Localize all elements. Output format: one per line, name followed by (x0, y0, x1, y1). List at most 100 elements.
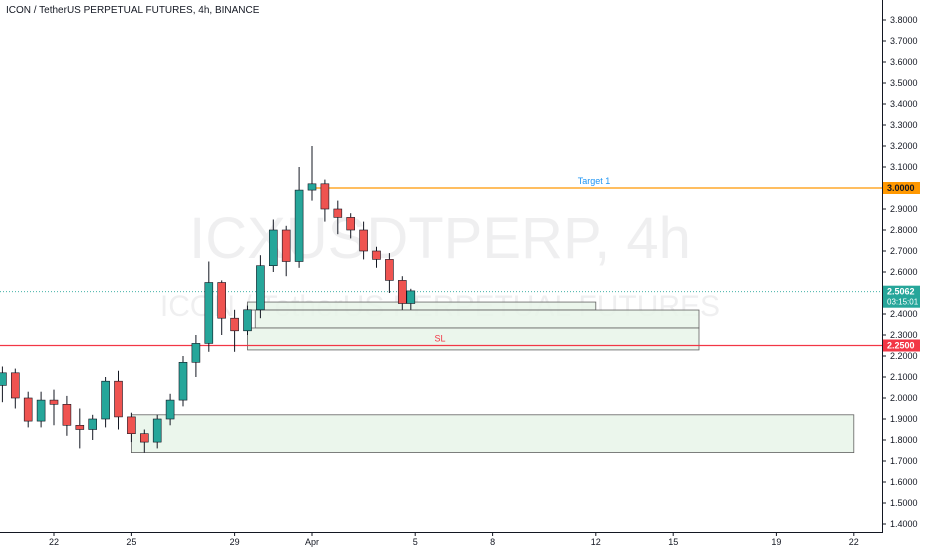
candle-body (281, 229, 291, 262)
candle-body (11, 372, 20, 399)
candle (101, 377, 110, 428)
candle (230, 309, 239, 352)
candle-body (75, 424, 85, 430)
candle-body (294, 189, 304, 262)
candle (204, 261, 214, 352)
stop-loss-label: SL (434, 334, 445, 344)
zones-layer (130, 301, 855, 453)
candle (372, 246, 381, 268)
candle (23, 391, 33, 428)
candle-body (333, 208, 343, 218)
stop-loss-price-tag (883, 339, 920, 352)
price-tick-label: 2.4000 (890, 309, 918, 319)
candle-body (0, 372, 7, 386)
demand-zone-mid (254, 309, 700, 329)
price-tick-label: 2.6000 (890, 267, 918, 277)
candle (294, 167, 304, 268)
target-1-price-tag (883, 182, 920, 194)
price-tick-label: 2.2000 (890, 351, 918, 361)
price-tick-label: 3.2000 (890, 141, 918, 151)
candle (36, 391, 46, 428)
levels-layer: Target 1 SL (0, 176, 882, 347)
candle (217, 280, 226, 335)
candle (140, 429, 149, 453)
candle-body (243, 309, 252, 332)
candle-body (256, 265, 265, 311)
price-tick-label: 1.7000 (890, 456, 918, 466)
time-tick-label: 15 (668, 537, 678, 547)
demand-zone-bottom (130, 414, 855, 453)
candle-body (127, 416, 136, 434)
price-tick-label: 3.5000 (890, 78, 918, 88)
candle-body (101, 380, 110, 420)
candle (307, 146, 317, 201)
candle-body (114, 380, 123, 418)
price-tick-label: 2.7000 (890, 246, 918, 256)
candle-body (217, 282, 226, 319)
candle (49, 389, 59, 426)
demand-zone-upper (247, 301, 597, 311)
candle-body (268, 229, 278, 267)
candle-body (307, 183, 317, 191)
candles-layer (0, 146, 416, 453)
watermark-symbol: ICXUSDTPERP, 4h (189, 206, 691, 271)
candle-body (359, 229, 368, 252)
price-tick-label: 2.9000 (890, 204, 918, 214)
price-tick-label: 3.6000 (890, 57, 918, 67)
time-tick-label: 29 (230, 537, 240, 547)
price-axis[interactable]: 3.8000 3.7000 3.6000 3.5000 3.4000 3.3000 3.20… (882, 0, 932, 550)
candle-body (385, 259, 394, 281)
candle (359, 221, 368, 260)
candle (127, 412, 136, 443)
candle (243, 305, 252, 335)
candle-body (49, 399, 59, 405)
time-tick-label: 19 (771, 537, 781, 547)
candle-body (152, 418, 162, 443)
last-price-tag (883, 285, 920, 308)
candle (346, 213, 356, 239)
candle (191, 335, 201, 377)
candle (385, 253, 394, 293)
candle (0, 366, 7, 403)
demand-zone-lower (247, 327, 700, 351)
candle (268, 219, 278, 272)
time-axis[interactable]: 22 25 29 Apr 5 8 12 15 19 22 (0, 532, 883, 550)
candle-body (88, 418, 97, 430)
price-tick-label: 3.7000 (890, 36, 918, 46)
price-tick-label: 2.1000 (890, 372, 918, 382)
candle-countdown-label: 03:15:01 (887, 298, 919, 307)
candle-body (140, 433, 149, 443)
price-tick-label: 3.4000 (890, 99, 918, 109)
time-tick-label: 22 (49, 537, 59, 547)
candle-body (165, 399, 175, 420)
price-tick-label: 2.3000 (890, 330, 918, 340)
price-tick-label: 1.9000 (890, 414, 918, 424)
candle-body (346, 217, 356, 231)
price-tick-label: 2.8000 (890, 225, 918, 235)
candle-body (23, 397, 33, 422)
price-axis-background (882, 0, 932, 550)
chart-title: ICON / TetherUS PERPETUAL FUTURES, 4h, B… (6, 5, 260, 16)
time-tick-label: 8 (490, 537, 495, 547)
stop-loss-price-tag-label: 2.2500 (887, 341, 915, 351)
candle-body (191, 343, 201, 363)
price-tick-label: 2.0000 (890, 393, 918, 403)
time-tick-label: 5 (413, 537, 418, 547)
candle-body (406, 290, 416, 304)
time-tick-label: Apr (305, 537, 319, 547)
candle (178, 356, 188, 407)
candle (397, 276, 407, 310)
time-axis-background (0, 532, 882, 550)
price-tick-label: 3.1000 (890, 162, 918, 172)
target-1-price-tag-label: 3.0000 (887, 183, 915, 193)
last-price-label: 2.5062 (887, 287, 915, 297)
candle (88, 414, 97, 440)
time-tick-label: 12 (591, 537, 601, 547)
candle (152, 414, 162, 449)
price-tick-label: 3.3000 (890, 120, 918, 130)
candle (281, 225, 291, 277)
price-tick-label: 1.8000 (890, 435, 918, 445)
candle (406, 288, 416, 310)
